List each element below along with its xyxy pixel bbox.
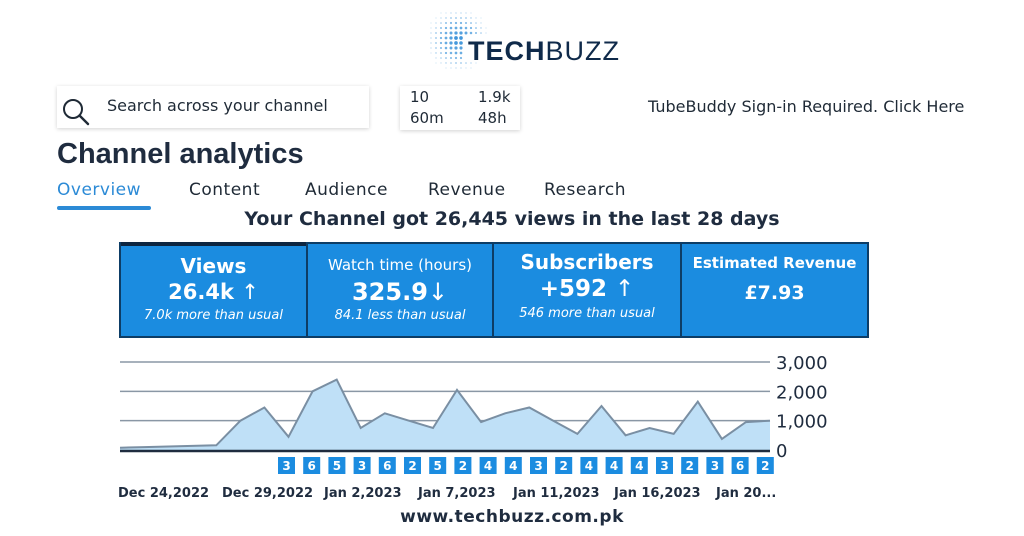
search-bar[interactable] [57, 86, 369, 128]
upload-marker-label: 4 [484, 459, 492, 473]
upload-marker [404, 457, 421, 474]
upload-marker-label: 3 [711, 459, 719, 473]
arrow-up-icon: ↑ [241, 280, 259, 304]
upload-marker [731, 457, 749, 474]
logo-tech: TECH [468, 36, 546, 66]
upload-marker-label: 3 [358, 459, 366, 473]
upload-marker [555, 457, 573, 474]
y-tick-label: 2,000 [776, 382, 828, 403]
card-value-number: 26.4k [168, 280, 234, 304]
quick-stats-box: 10 1.9k 60m 48h [400, 86, 520, 130]
upload-marker-label: 4 [610, 459, 618, 473]
upload-marker-label: 2 [560, 459, 568, 473]
x-tick-label: Dec 29,2022 [222, 486, 313, 501]
series-line [119, 378, 771, 449]
page-title: Channel analytics [57, 138, 304, 170]
upload-marker-label: 5 [333, 459, 341, 473]
upload-marker [580, 457, 598, 474]
upload-marker [479, 457, 497, 474]
techbuzz-logo: TECHBUZZ [420, 6, 620, 76]
x-tick-label: Jan 16,2023 [613, 486, 701, 501]
footer-url: www.techbuzz.com.pk [400, 507, 624, 527]
upload-marker [353, 457, 371, 474]
quick-stat: 60m [410, 109, 444, 127]
x-tick-label: Jan 11,2023 [512, 486, 600, 501]
upload-marker [605, 457, 623, 474]
arrow-down-icon: ↓ [427, 278, 449, 306]
upload-marker [681, 457, 699, 474]
x-tick-label: Jan 20... [715, 486, 776, 501]
y-tick-label: 0 [776, 441, 787, 462]
y-tick-label: 3,000 [776, 353, 828, 374]
card-value-number: 325.9 [351, 278, 428, 306]
upload-marker [630, 457, 648, 474]
upload-marker-label: 6 [736, 459, 744, 473]
upload-marker-label: 4 [635, 459, 643, 473]
card-views[interactable]: Views 26.4k ↑ 7.0k more than usual [121, 242, 308, 336]
upload-marker-label: 2 [408, 459, 416, 473]
card-value: +592 ↑ [494, 276, 680, 302]
card-value: 325.9↓ [308, 278, 492, 306]
quick-stat: 10 [410, 88, 430, 106]
upload-marker-label: 6 [308, 459, 316, 473]
quick-stat: 1.9k [478, 88, 511, 106]
x-tick-label: Jan 2,2023 [323, 486, 402, 501]
upload-marker-label: 4 [585, 459, 593, 473]
card-title: Subscribers [520, 250, 654, 274]
logo-wordmark: TECHBUZZ [468, 36, 620, 67]
search-icon[interactable] [61, 97, 91, 127]
upload-marker-label: 3 [534, 459, 542, 473]
quick-stat: 48h [478, 109, 507, 127]
upload-marker-label: 3 [660, 459, 668, 473]
card-estimated-revenue[interactable]: Estimated Revenue £7.93 [682, 244, 867, 336]
upload-marker [429, 457, 447, 474]
upload-marker [278, 457, 295, 474]
card-title: Estimated Revenue [692, 254, 857, 272]
card-title: Watch time (hours) [327, 256, 472, 274]
tab-research[interactable]: Research [544, 180, 626, 200]
card-subtext: 7.0k more than usual [144, 308, 283, 323]
upload-marker-label: 3 [282, 459, 290, 473]
card-value: £7.93 [744, 282, 805, 304]
upload-marker-label: 5 [434, 459, 442, 473]
logo-buzz: BUZZ [545, 36, 620, 66]
area-fill [120, 379, 770, 450]
upload-marker [328, 457, 346, 474]
upload-marker-label: 6 [383, 459, 391, 473]
metric-cards: Views 26.4k ↑ 7.0k more than usual Watch… [119, 242, 869, 338]
upload-marker [756, 457, 774, 474]
tab-revenue[interactable]: Revenue [428, 180, 506, 200]
upload-marker-label: 2 [761, 459, 769, 473]
globe-dots-icon [430, 12, 487, 69]
active-tab-indicator [57, 206, 151, 210]
y-tick-label: 1,000 [776, 412, 828, 433]
upload-marker-label: 2 [686, 459, 694, 473]
upload-marker [504, 457, 522, 474]
x-tick-label: Dec 24,2022 [118, 486, 209, 501]
upload-marker [656, 457, 673, 474]
upload-marker-label: 4 [509, 459, 517, 473]
card-subscribers[interactable]: Subscribers +592 ↑ 546 more than usual [494, 244, 682, 336]
card-subtext: 84.1 less than usual [334, 308, 466, 323]
views-summary-headline: Your Channel got 26,445 views in the las… [244, 208, 780, 230]
upload-marker [454, 457, 472, 474]
tubebuddy-signin-link[interactable]: TubeBuddy Sign-in Required. Click Here [648, 97, 965, 116]
x-tick-label: Jan 7,2023 [417, 486, 496, 501]
card-watch-time[interactable]: Watch time (hours) 325.9↓ 84.1 less than… [308, 244, 494, 336]
upload-marker [378, 457, 396, 474]
upload-marker-label: 2 [459, 459, 467, 473]
tab-overview[interactable]: Overview [57, 180, 142, 200]
upload-marker [706, 457, 724, 474]
upload-marker [303, 457, 321, 474]
card-value: 26.4k ↑ [121, 280, 306, 304]
upload-marker [530, 457, 547, 474]
card-title: Views [180, 254, 247, 278]
tab-audience[interactable]: Audience [305, 180, 388, 200]
arrow-up-icon: ↑ [615, 276, 635, 302]
search-input[interactable] [105, 94, 359, 116]
card-subtext: 546 more than usual [519, 306, 655, 321]
tab-content[interactable]: Content [189, 180, 261, 200]
card-value-number: +592 [539, 276, 607, 302]
